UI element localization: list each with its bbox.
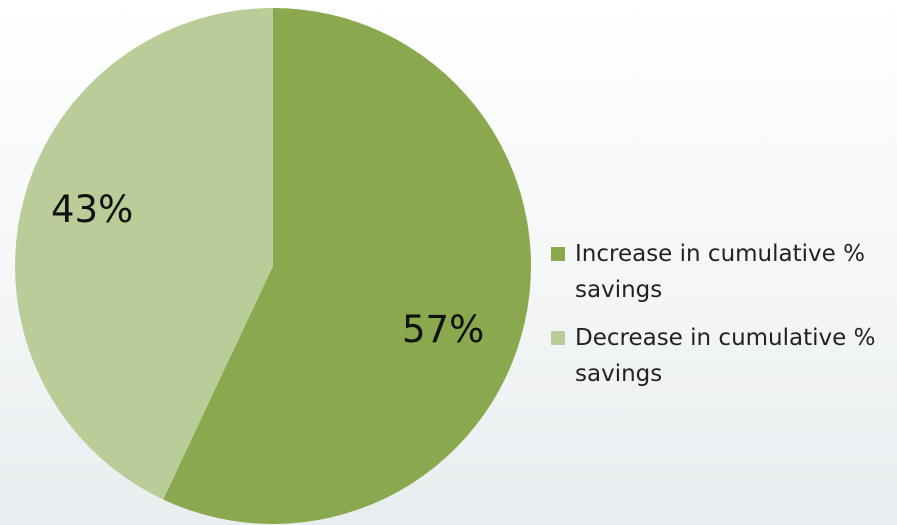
slice-label-decrease: 43% (51, 188, 134, 231)
legend-swatch-decrease (551, 331, 565, 345)
legend-item-decrease: Decrease in cumulative % savings (551, 320, 893, 392)
slice-label-increase: 57% (402, 308, 485, 351)
chart-legend: Increase in cumulative % savings Decreas… (551, 236, 893, 404)
pie-slice-increase (163, 8, 531, 524)
legend-item-increase: Increase in cumulative % savings (551, 236, 893, 308)
legend-label-decrease: Decrease in cumulative % savings (575, 325, 876, 387)
pie-slice-decrease (15, 8, 274, 500)
legend-label-increase: Increase in cumulative % savings (575, 241, 865, 303)
legend-swatch-increase (551, 247, 565, 261)
